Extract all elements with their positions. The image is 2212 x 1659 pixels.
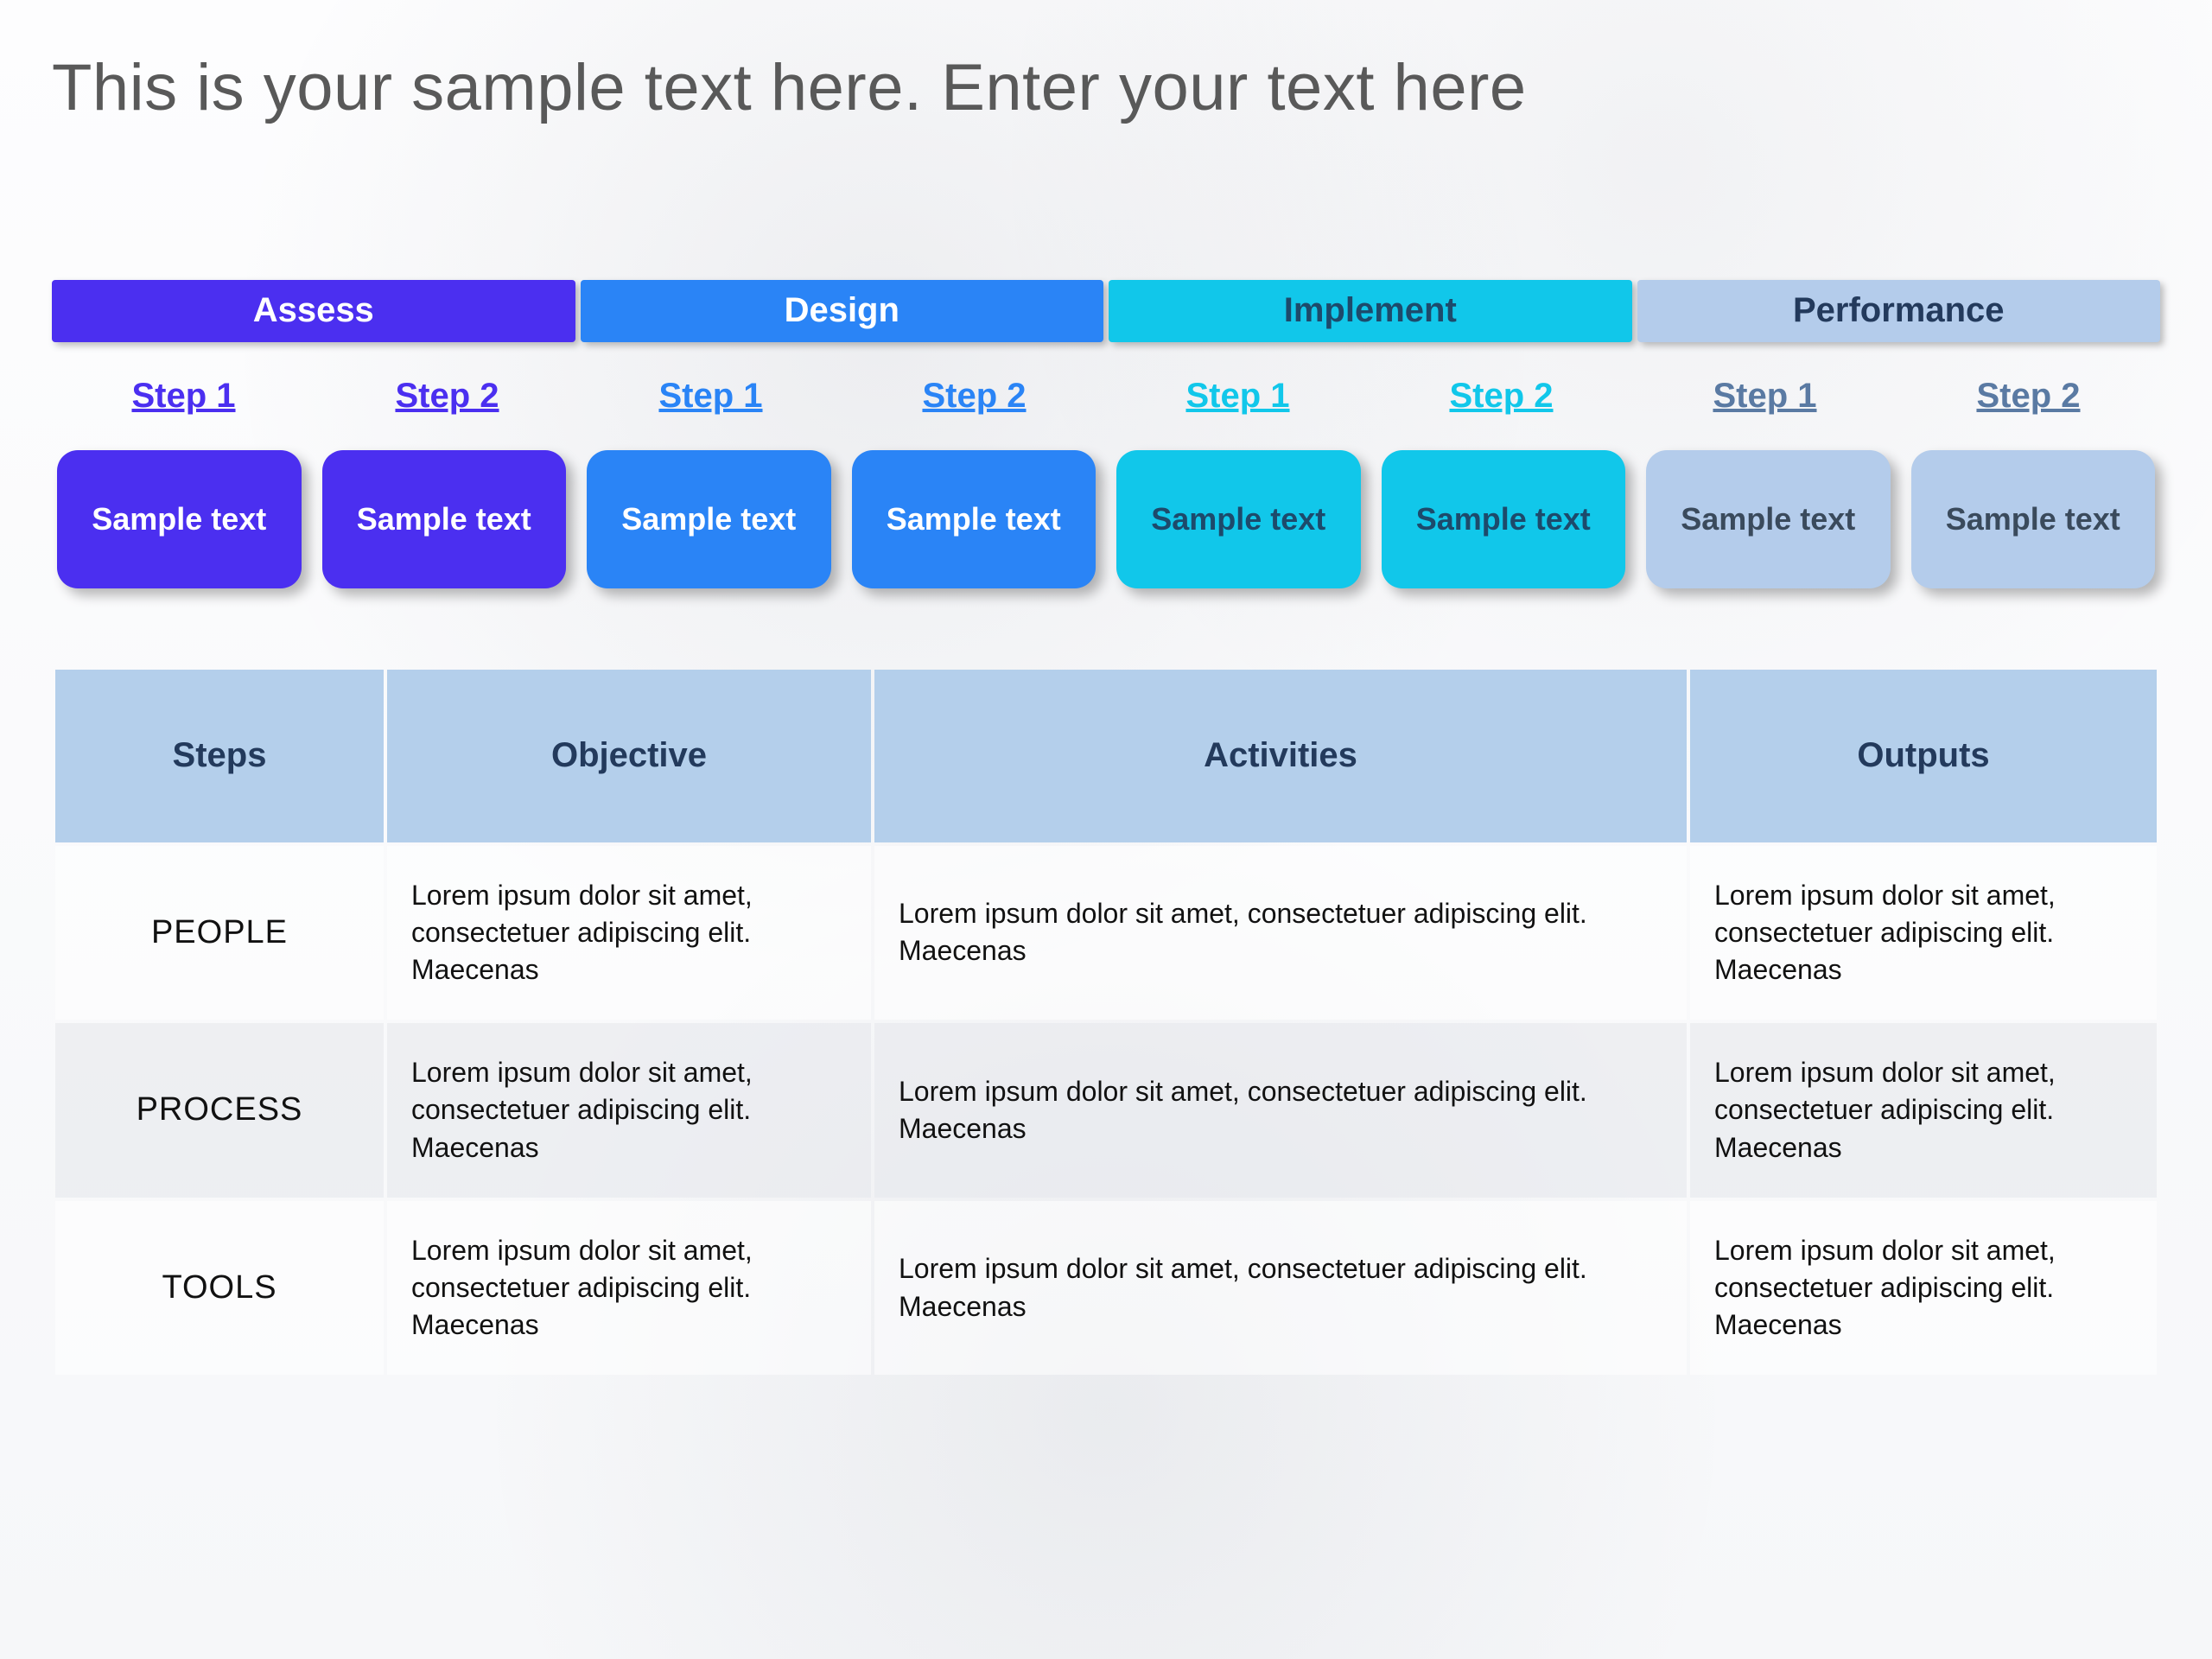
step-link[interactable]: Step 1: [1185, 377, 1289, 416]
table-col-header: Outputs: [1690, 670, 2157, 842]
step-link[interactable]: Step 1: [131, 377, 235, 416]
step-link[interactable]: Step 1: [1713, 377, 1816, 416]
sample-card: Sample text: [322, 450, 567, 588]
step-pair-assess: Step 1 Step 2: [52, 377, 579, 416]
table-col-header: Objective: [387, 670, 871, 842]
phase-header-design: Design: [581, 280, 1104, 342]
cell-outputs: Lorem ipsum dolor sit amet, consectetuer…: [1690, 1023, 2157, 1198]
table-col-header: Steps: [55, 670, 384, 842]
detail-table: StepsObjectiveActivitiesOutputs PEOPLELo…: [52, 666, 2160, 1379]
step-pair-implement: Step 1 Step 2: [1106, 377, 1633, 416]
cell-objective: Lorem ipsum dolor sit amet, consectetuer…: [387, 846, 871, 1020]
sample-card: Sample text: [852, 450, 1096, 588]
step-link[interactable]: Step 2: [1449, 377, 1553, 416]
row-label: TOOLS: [55, 1201, 384, 1376]
row-label: PROCESS: [55, 1023, 384, 1198]
phase-bar: AssessDesignImplementPerformance: [52, 280, 2160, 342]
cell-outputs: Lorem ipsum dolor sit amet, consectetuer…: [1690, 846, 2157, 1020]
step-pair-design: Step 1 Step 2: [579, 377, 1106, 416]
table-row: PEOPLELorem ipsum dolor sit amet, consec…: [55, 846, 2157, 1020]
cell-activities: Lorem ipsum dolor sit amet, consectetuer…: [874, 1023, 1687, 1198]
cell-objective: Lorem ipsum dolor sit amet, consectetuer…: [387, 1023, 871, 1198]
steps-row: Step 1Step 2Step 1Step 2Step 1Step 2Step…: [52, 377, 2160, 416]
phase-header-assess: Assess: [52, 280, 575, 342]
table-row: TOOLSLorem ipsum dolor sit amet, consect…: [55, 1201, 2157, 1376]
sample-card: Sample text: [1911, 450, 2156, 588]
cell-activities: Lorem ipsum dolor sit amet, consectetuer…: [874, 846, 1687, 1020]
row-label: PEOPLE: [55, 846, 384, 1020]
cell-activities: Lorem ipsum dolor sit amet, consectetuer…: [874, 1201, 1687, 1376]
step-link[interactable]: Step 2: [1976, 377, 2080, 416]
slide: This is your sample text here. Enter you…: [0, 0, 2212, 1378]
sample-card: Sample text: [1116, 450, 1361, 588]
phase-header-implement: Implement: [1109, 280, 1632, 342]
table-body: PEOPLELorem ipsum dolor sit amet, consec…: [55, 846, 2157, 1376]
page-title: This is your sample text here. Enter you…: [52, 52, 2160, 124]
cell-outputs: Lorem ipsum dolor sit amet, consectetuer…: [1690, 1201, 2157, 1376]
sample-card: Sample text: [587, 450, 831, 588]
step-link[interactable]: Step 2: [395, 377, 499, 416]
cell-objective: Lorem ipsum dolor sit amet, consectetuer…: [387, 1201, 871, 1376]
phase-header-performance: Performance: [1637, 280, 2161, 342]
sample-card: Sample text: [57, 450, 302, 588]
table-col-header: Activities: [874, 670, 1687, 842]
table-row: PROCESSLorem ipsum dolor sit amet, conse…: [55, 1023, 2157, 1198]
step-link[interactable]: Step 2: [922, 377, 1026, 416]
cards-row: Sample textSample textSample textSample …: [52, 450, 2160, 588]
step-pair-performance: Step 1 Step 2: [1633, 377, 2160, 416]
table-header-row: StepsObjectiveActivitiesOutputs: [55, 670, 2157, 842]
sample-card: Sample text: [1382, 450, 1626, 588]
sample-card: Sample text: [1646, 450, 1891, 588]
step-link[interactable]: Step 1: [658, 377, 762, 416]
